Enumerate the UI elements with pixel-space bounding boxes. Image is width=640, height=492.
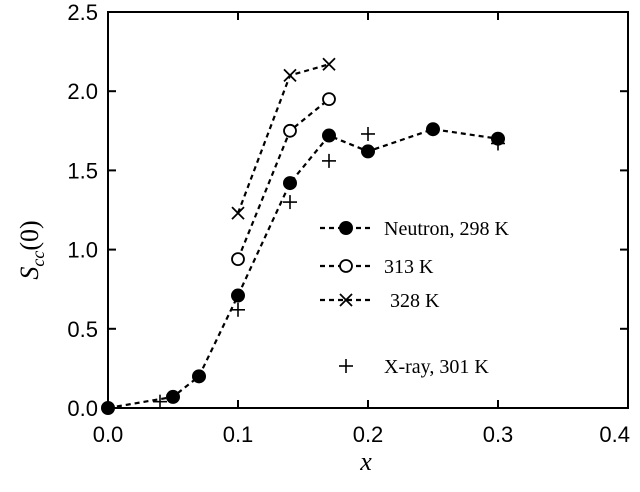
x-tick-label: 0.4 bbox=[599, 422, 630, 447]
data-point bbox=[231, 302, 245, 317]
y-tick-label: 2.5 bbox=[67, 0, 98, 25]
data-point bbox=[283, 195, 297, 210]
data-point bbox=[283, 123, 297, 138]
data-point bbox=[283, 176, 297, 191]
x-tick-label: 0.3 bbox=[483, 422, 514, 447]
x-tick-label: 0.1 bbox=[223, 422, 254, 447]
data-point bbox=[361, 144, 375, 159]
series-line-2 bbox=[236, 63, 330, 214]
x-tick-label: 0.2 bbox=[353, 422, 384, 447]
y-tick-label: 0.0 bbox=[67, 396, 98, 421]
legend-marker bbox=[339, 359, 353, 373]
data-point bbox=[322, 153, 336, 168]
data-point bbox=[101, 401, 115, 415]
y-axis-ticks: 0.0 0.5 1.0 1.5 2.0 2.5 bbox=[67, 0, 628, 421]
legend-label: X-ray, 301 K bbox=[384, 356, 489, 378]
legend-label: Neutron, 298 K bbox=[384, 218, 510, 240]
legend-label: 313 K bbox=[384, 256, 434, 278]
data-point bbox=[192, 369, 206, 384]
legend-marker bbox=[339, 259, 353, 273]
y-tick-label: 2.0 bbox=[67, 79, 98, 104]
y-axis-label-main: S bbox=[15, 267, 44, 280]
y-tick-label: 1.5 bbox=[67, 158, 98, 183]
plot-border bbox=[107, 11, 629, 409]
data-point bbox=[322, 57, 336, 71]
x-axis-ticks: 0.0 0.1 0.2 0.3 0.4 bbox=[93, 12, 630, 447]
data-point bbox=[153, 394, 167, 409]
legend-entry: X-ray, 301 K bbox=[339, 356, 489, 378]
data-point bbox=[322, 92, 336, 107]
y-axis-label-subscript: cc bbox=[28, 251, 48, 267]
data-point bbox=[426, 122, 440, 137]
y-axis-label: Scc(0) bbox=[15, 220, 48, 279]
y-axis-label-tail: (0) bbox=[15, 220, 44, 250]
data-point bbox=[491, 136, 505, 151]
legend-entry: 313 K bbox=[320, 256, 434, 278]
legend-marker bbox=[339, 221, 353, 235]
data-point bbox=[231, 288, 245, 303]
y-tick-label: 1.0 bbox=[67, 238, 98, 263]
series-points bbox=[101, 57, 505, 415]
plot-frame bbox=[107, 11, 629, 409]
data-point bbox=[361, 126, 375, 141]
legend-entry: 328 K bbox=[320, 290, 440, 312]
series-line-0 bbox=[107, 128, 499, 410]
data-point bbox=[231, 206, 245, 220]
data-point bbox=[322, 128, 336, 143]
y-tick-label: 0.5 bbox=[67, 317, 98, 342]
legend-entry: Neutron, 298 K bbox=[320, 218, 510, 240]
x-tick-label: 0.0 bbox=[93, 422, 124, 447]
data-point bbox=[283, 68, 297, 82]
data-point bbox=[166, 389, 180, 404]
data-point bbox=[231, 252, 245, 267]
legend: Neutron, 298 K 313 K 328 K X-ray, 301 K bbox=[320, 218, 510, 378]
legend-label: 328 K bbox=[390, 290, 440, 312]
x-axis-label: x bbox=[359, 447, 372, 476]
legend-marker bbox=[339, 293, 353, 307]
